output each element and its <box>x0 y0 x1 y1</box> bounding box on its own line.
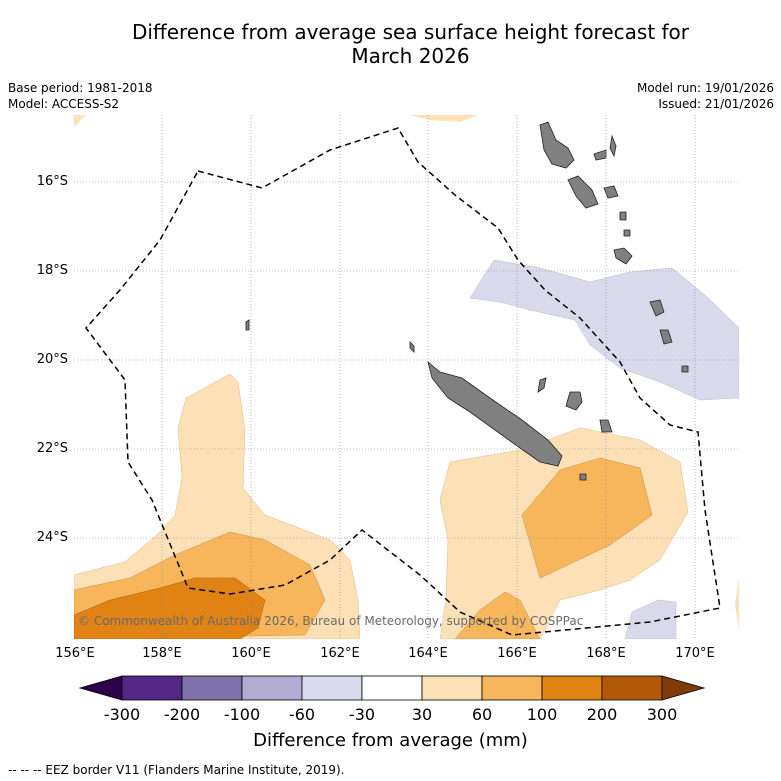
map-title-line-1: Difference from average sea surface heig… <box>131 20 690 44</box>
colorbar-label: 100 <box>526 705 558 724</box>
land-belep <box>409 341 415 353</box>
eez-border-note: -- -- -- EEZ border V11 (Flanders Marine… <box>8 763 345 777</box>
land-lifou <box>565 391 583 411</box>
land-fiji-west-3 <box>681 365 689 373</box>
colorbar-segment <box>241 675 303 701</box>
colorbar-segment <box>301 675 363 701</box>
colorbar-label: -200 <box>163 705 201 724</box>
x-tick-170: 170°E <box>675 646 715 661</box>
colorbar-extension-low <box>78 675 123 701</box>
land-tanna <box>613 247 633 265</box>
model-run-text: Model run: 19/01/2026 <box>636 81 774 95</box>
y-tick-24s: 24°S <box>36 530 68 545</box>
colorbar-segment <box>541 675 603 701</box>
colorbar <box>78 675 706 701</box>
anomaly-region-100-200-west <box>74 577 266 639</box>
x-tick-158: 158°E <box>142 646 182 661</box>
colorbar-segment <box>361 675 423 701</box>
colorbar-label: 60 <box>471 705 493 724</box>
copyright-notice: © Commonwealth of Australia 2026, Bureau… <box>78 614 584 628</box>
plot-area <box>74 115 739 639</box>
eez-border <box>85 127 721 636</box>
gridlines <box>74 115 739 639</box>
land-pentecost <box>603 185 619 199</box>
y-tick-20s: 20°S <box>36 352 68 367</box>
land-matthew-island <box>579 473 587 481</box>
anomaly-region-30-60-nw-corner <box>74 115 86 127</box>
colorbar-label: -60 <box>288 705 316 724</box>
colorbar-label: -100 <box>223 705 261 724</box>
land-new-caledonia <box>427 360 563 467</box>
land-espiritu-santo <box>539 121 575 169</box>
y-tick-22s: 22°S <box>36 441 68 456</box>
land-fiji-west-1 <box>649 299 665 317</box>
land-banks-2 <box>623 229 631 237</box>
land-banks-1 <box>619 211 627 221</box>
x-tick-166: 166°E <box>497 646 537 661</box>
x-tick-164: 164°E <box>408 646 448 661</box>
anomaly-region-60-100-south <box>454 591 541 639</box>
x-tick-162: 162°E <box>320 646 360 661</box>
anomaly-region-neg30-neg60-southeast <box>624 599 677 639</box>
colorbar-label: 30 <box>411 705 433 724</box>
issued-text: Issued: 21/01/2026 <box>658 97 774 111</box>
land-mare <box>599 419 613 433</box>
colorbar-segment <box>481 675 543 701</box>
colorbar-label: -30 <box>348 705 376 724</box>
anomaly-region-60-100-east <box>521 457 653 579</box>
x-tick-156: 156°E <box>55 646 95 661</box>
land-chesterfield <box>245 319 250 331</box>
meta-right: Model run: 19/01/2026 Issued: 21/01/2026 <box>637 80 774 112</box>
meta-left: Base period: 1981-2018 Model: ACCESS-S2 <box>8 80 153 112</box>
colorbar-segment <box>181 675 243 701</box>
y-tick-18s: 18°S <box>36 263 68 278</box>
colorbar-segment <box>601 675 663 701</box>
land-ouvea <box>537 377 547 393</box>
land-malekula <box>567 175 599 209</box>
colorbar-label: -300 <box>103 705 141 724</box>
anomaly-region-30-60-east-edge <box>735 578 739 630</box>
map-title: Difference from average sea surface heig… <box>40 20 781 68</box>
colorbar-label: 300 <box>646 705 678 724</box>
map-title-line-2: March 2026 <box>351 44 470 68</box>
model-text: Model: ACCESS-S2 <box>8 97 120 111</box>
land-ambae <box>593 149 607 161</box>
colorbar-segment <box>421 675 483 701</box>
base-period-text: Base period: 1981-2018 <box>8 81 153 95</box>
x-tick-160: 160°E <box>231 646 271 661</box>
colorbar-segment <box>121 675 183 701</box>
y-tick-16s: 16°S <box>36 174 68 189</box>
colorbar-extension-high <box>661 675 706 701</box>
land-masses <box>245 121 689 481</box>
colorbar-title: Difference from average (mm) <box>253 730 528 751</box>
anomaly-region-neg30-neg60-northeast <box>469 259 739 401</box>
anomaly-region-30-60-north <box>410 115 478 122</box>
x-tick-168: 168°E <box>586 646 626 661</box>
land-efate <box>609 134 617 158</box>
colorbar-label: 200 <box>586 705 618 724</box>
land-fiji-west-2 <box>659 329 673 345</box>
